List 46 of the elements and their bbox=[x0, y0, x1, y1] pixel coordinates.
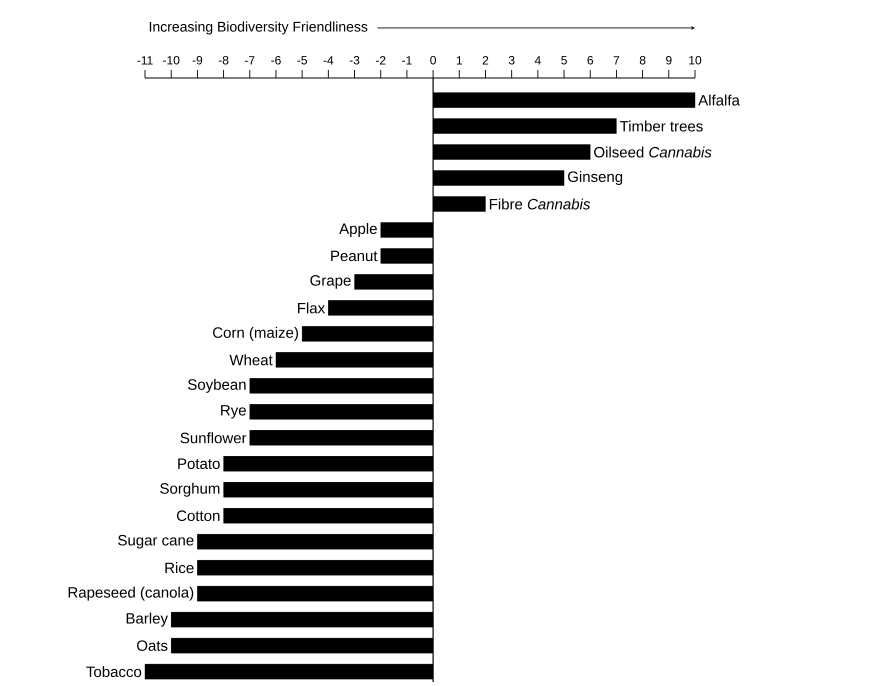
x-tick-label: 8 bbox=[640, 56, 646, 64]
x-tick-label: -3 bbox=[350, 56, 360, 64]
x-tick-label: 9 bbox=[666, 56, 672, 64]
x-tick-label: 3 bbox=[508, 56, 514, 64]
y-tick-label: Wheat bbox=[229, 354, 273, 366]
y-tick-label: Sugar cane bbox=[118, 534, 194, 548]
x-tick-label: -2 bbox=[376, 56, 386, 64]
x-tick-label: -7 bbox=[244, 56, 254, 64]
x-tick-label: -5 bbox=[297, 56, 307, 64]
x-tick-label: 1 bbox=[456, 56, 462, 64]
x-tick-label: -8 bbox=[218, 56, 228, 64]
y-tick-label: Tobacco bbox=[86, 666, 142, 678]
y-tick-label: Rice bbox=[165, 562, 194, 574]
y-tick-label: Sunflower bbox=[180, 432, 246, 444]
y-tick-label: Potato bbox=[178, 458, 220, 470]
y-tick-label: Ginseng bbox=[568, 171, 622, 185]
x-tick-label: -4 bbox=[324, 56, 334, 64]
y-tick-label: Timber trees bbox=[620, 120, 703, 132]
x-tick-label: -6 bbox=[271, 56, 281, 64]
y-tick-label: Peanut bbox=[331, 250, 378, 262]
x-tick-label: 0 bbox=[430, 56, 436, 64]
x-tick-label: -11 bbox=[137, 56, 153, 64]
x-tick-label: 6 bbox=[588, 56, 594, 64]
y-tick-label: Flax bbox=[298, 302, 325, 314]
x-tick-label: -10 bbox=[163, 56, 180, 64]
x-tick-label: -1 bbox=[402, 56, 412, 64]
y-tick-label: Barley bbox=[126, 612, 168, 627]
y-tick-label: Cotton bbox=[176, 510, 220, 522]
x-tick-label: 7 bbox=[614, 56, 620, 64]
y-tick-label: Fibre Cannabis bbox=[490, 198, 590, 210]
x-tick-label: 2 bbox=[482, 56, 488, 64]
y-tick-label: Sorghum bbox=[160, 482, 220, 497]
x-tick-label: -9 bbox=[192, 56, 202, 64]
y-tick-label: Soybean bbox=[188, 378, 246, 393]
y-tick-label: Apple bbox=[339, 222, 377, 237]
y-tick-label: Grape bbox=[310, 275, 351, 289]
y-tick-label: Oats bbox=[137, 640, 168, 651]
y-tick-label: Corn (maize) bbox=[213, 326, 298, 341]
y-tick-label: Alfalfa bbox=[698, 94, 740, 106]
x-tick-label: 10 bbox=[689, 56, 702, 64]
x-axis-title: Increasing Biodiversity Friendliness bbox=[150, 21, 368, 34]
y-tick-label: Rapeseed (canola) bbox=[68, 586, 194, 601]
x-tick-label: 5 bbox=[561, 56, 567, 64]
x-tick-label: 4 bbox=[534, 56, 541, 64]
y-tick-label: Rye bbox=[221, 405, 246, 419]
y-tick-label: Oilseed Cannabis bbox=[594, 146, 712, 158]
